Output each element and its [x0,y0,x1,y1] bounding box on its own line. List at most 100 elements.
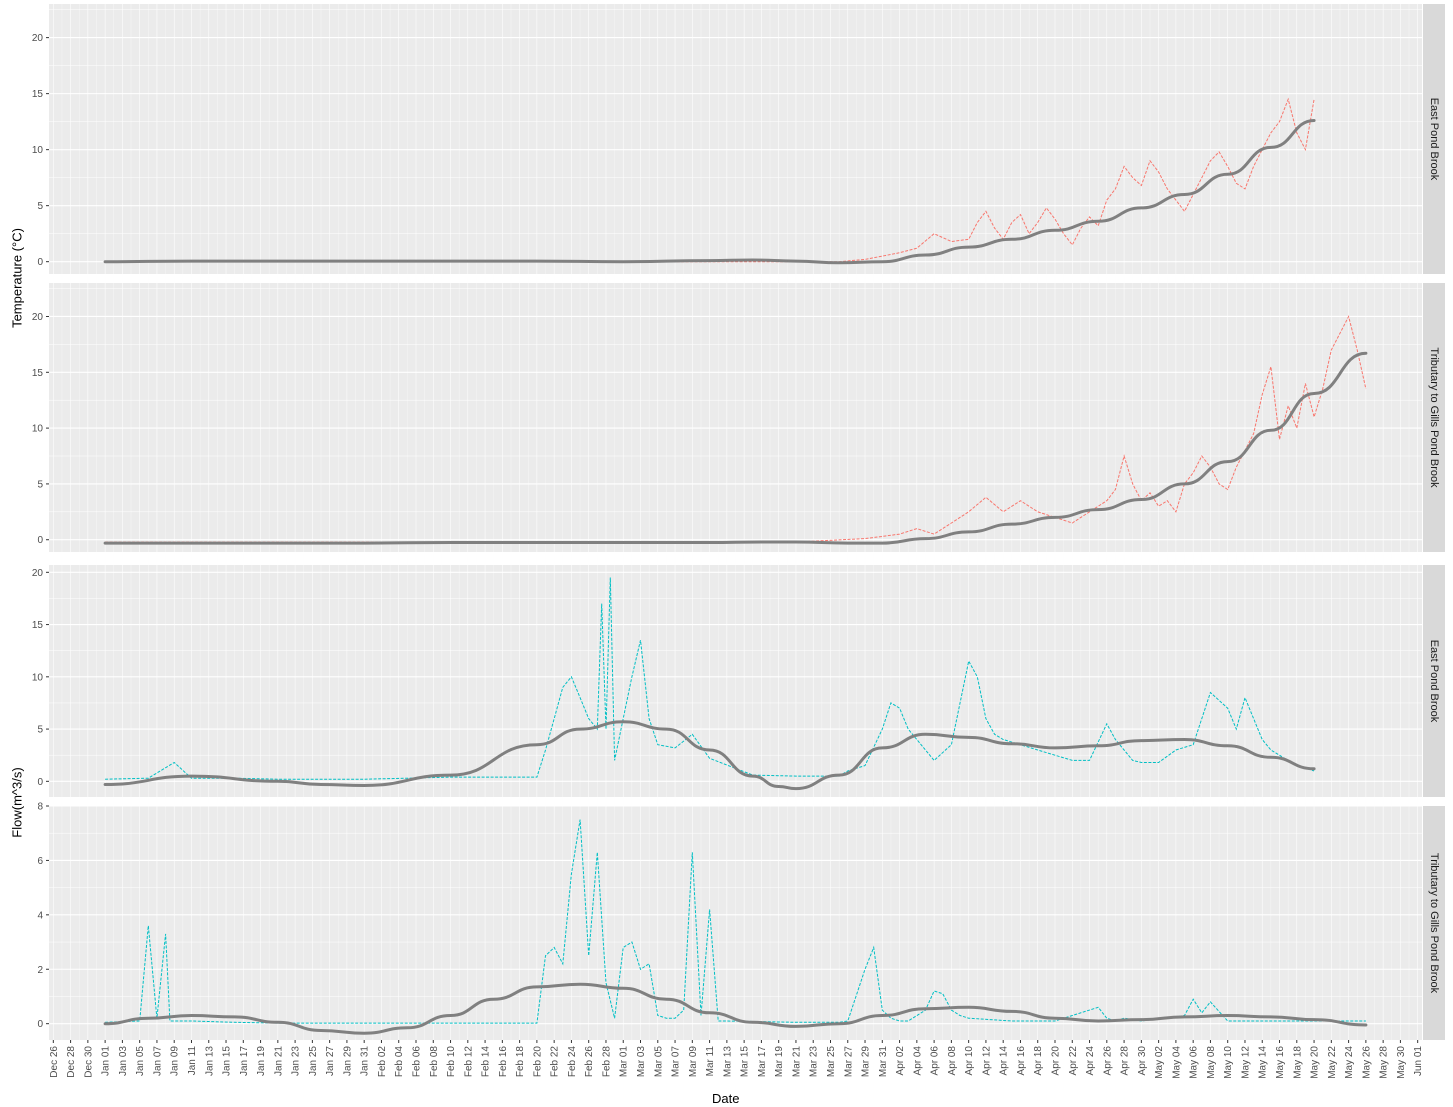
x-tick-label: Jun 01 [1413,1046,1424,1076]
facet-strip [1423,565,1445,797]
x-tick-label: Mar 09 [688,1046,699,1078]
x-tick-label: Apr 28 [1120,1046,1131,1076]
x-tick-label: Jan 17 [239,1046,250,1076]
x-tick-label: Mar 21 [791,1046,802,1078]
x-tick-label: Apr 30 [1137,1046,1148,1076]
x-tick-label: May 22 [1327,1046,1338,1079]
x-tick-label: Mar 03 [636,1046,647,1078]
y-axis-title: Temperature (°C) [10,228,25,328]
data-series-line [105,577,1315,780]
facet-strip-label: Tributary to Gills Pond Brook [1428,853,1440,994]
y-tick-label: 0 [37,777,43,788]
x-tick-label: May 30 [1396,1046,1407,1079]
x-tick-label: Feb 26 [584,1046,595,1078]
x-tick-label: Feb 24 [567,1046,578,1078]
data-series-line [105,819,1366,1024]
x-tick-label: May 14 [1258,1046,1269,1079]
facet-strip [1423,4,1445,274]
y-tick-label: 10 [32,424,44,435]
x-tick-label: Apr 22 [1068,1046,1079,1076]
x-tick-label: Jan 21 [273,1046,284,1076]
x-tick-label: Feb 10 [446,1046,457,1078]
x-tick-label: May 24 [1344,1046,1355,1079]
x-tick-label: May 16 [1275,1046,1286,1079]
x-tick-label: Mar 25 [826,1046,837,1078]
y-axis-title: Flow(m^3/s) [10,767,25,837]
facet-strip [1423,806,1445,1040]
x-tick-label: Apr 18 [1033,1046,1044,1076]
y-tick-label: 10 [32,672,44,683]
x-tick-label: Jan 29 [342,1046,353,1076]
x-tick-label: May 04 [1171,1046,1182,1079]
x-tick-label: Jan 31 [360,1046,371,1076]
x-tick-label: Apr 26 [1102,1046,1113,1076]
x-tick-label: Feb 22 [550,1046,561,1078]
x-tick-label: May 20 [1310,1046,1321,1079]
x-tick-label: May 26 [1361,1046,1372,1079]
x-tick-label: May 12 [1240,1046,1251,1079]
x-tick-label: Feb 04 [394,1046,405,1078]
x-tick-label: Jan 13 [204,1046,215,1076]
x-tick-label: Jan 23 [291,1046,302,1076]
x-tick-label: Mar 17 [757,1046,768,1078]
x-tick-label: Apr 16 [1016,1046,1027,1076]
x-tick-label: Jan 11 [187,1046,198,1076]
y-tick-label: 15 [32,89,44,100]
smooth-trend-line [103,720,1316,791]
x-tick-label: Feb 16 [498,1046,509,1078]
data-series-line [105,315,1367,543]
x-tick-label: Jan 07 [152,1046,163,1076]
y-tick-label: 4 [37,910,43,921]
x-tick-label: Apr 08 [947,1046,958,1076]
x-tick-label: Feb 06 [411,1046,422,1078]
x-axis-title: Date [712,1091,740,1106]
x-tick-label: Feb 08 [429,1046,440,1078]
y-tick-label: 20 [32,568,44,579]
x-tick-label: Mar 29 [861,1046,872,1078]
x-tick-label: Apr 06 [930,1046,941,1076]
x-tick-label: Apr 10 [964,1046,975,1076]
x-tick-label: Mar 19 [774,1046,785,1078]
x-tick-label: Mar 31 [878,1046,889,1078]
x-tick-label: Jan 19 [256,1046,267,1076]
facet-strip-label: Tributary to Gills Pond Brook [1428,347,1440,488]
x-tick-label: Jan 25 [308,1046,319,1076]
y-tick-label: 5 [37,201,43,212]
x-tick-label: Apr 14 [999,1046,1010,1076]
x-tick-label: Jan 05 [135,1046,146,1076]
x-tick-label: Mar 13 [722,1046,733,1078]
x-tick-label: Apr 12 [981,1046,992,1076]
x-tick-label: Mar 07 [671,1046,682,1078]
y-tick-label: 5 [37,725,43,736]
y-tick-label: 0 [37,535,43,546]
x-tick-label: Apr 04 [912,1046,923,1076]
x-tick-label: Mar 15 [740,1046,751,1078]
y-tick-label: 6 [37,856,43,867]
y-tick-label: 2 [37,965,43,976]
x-tick-label: Mar 23 [809,1046,820,1078]
x-tick-label: Apr 20 [1051,1046,1062,1076]
smooth-trend-line [103,982,1368,1035]
x-tick-label: Mar 27 [843,1046,854,1078]
y-tick-label: 15 [32,368,44,379]
x-tick-label: Jan 09 [170,1046,181,1076]
x-tick-label: Feb 28 [601,1046,612,1078]
y-tick-label: 20 [32,312,44,323]
y-tick-label: 0 [37,1019,43,1030]
x-tick-label: Feb 14 [481,1046,492,1078]
x-tick-label: Feb 12 [463,1046,474,1078]
y-tick-label: 10 [32,145,44,156]
x-tick-label: Apr 24 [1085,1046,1096,1076]
x-tick-label: Jan 03 [118,1046,129,1076]
facet-strip-label: East Pond Brook [1428,640,1440,723]
x-tick-label: Jan 01 [101,1046,112,1076]
x-tick-label: Feb 18 [515,1046,526,1078]
y-tick-label: 20 [32,33,44,44]
x-tick-label: Feb 20 [532,1046,543,1078]
x-tick-label: Dec 26 [49,1046,60,1078]
smooth-trend-line [103,351,1368,545]
facet-strip-label: East Pond Brook [1428,98,1440,181]
smooth-trend-line [103,119,1316,265]
x-tick-label: May 06 [1189,1046,1200,1079]
